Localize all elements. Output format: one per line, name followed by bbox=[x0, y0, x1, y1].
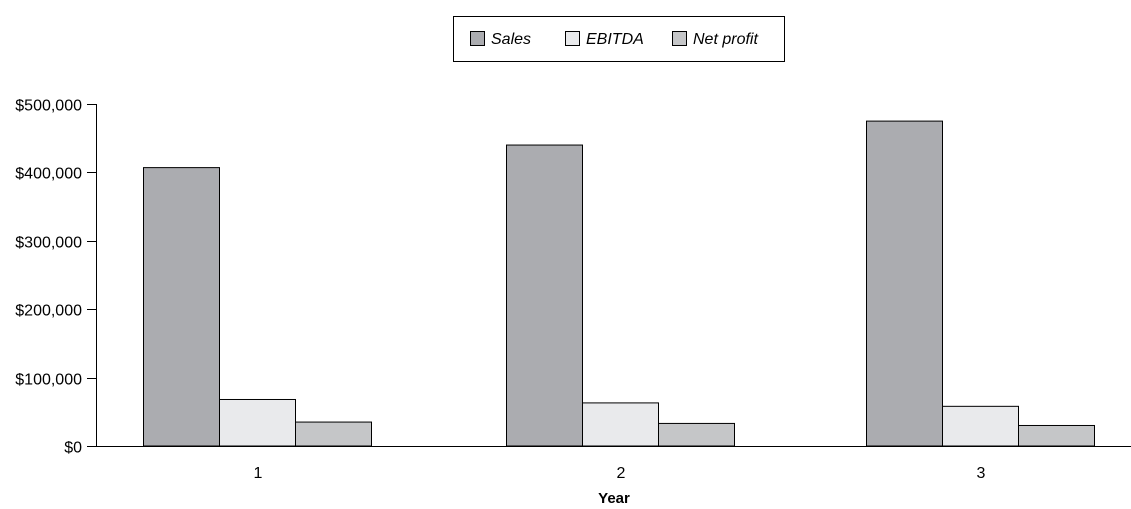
bar-sales-year-2 bbox=[506, 144, 583, 447]
bar-net-profit-year-3 bbox=[1018, 424, 1095, 447]
x-tick-label: 1 bbox=[254, 465, 263, 482]
x-tick-label: 3 bbox=[977, 465, 986, 482]
y-tick-label: $100,000 bbox=[15, 372, 82, 389]
legend-swatch-ebitda bbox=[565, 31, 580, 46]
y-tick-label: $400,000 bbox=[15, 166, 82, 183]
bar-ebitda-year-1 bbox=[219, 398, 296, 447]
bar-ebitda-year-2 bbox=[582, 402, 659, 447]
y-tick-label: $200,000 bbox=[15, 303, 82, 320]
legend-label-ebitda: EBITDA bbox=[586, 31, 644, 48]
legend: Sales EBITDA Net profit bbox=[453, 16, 785, 62]
bar-net-profit-year-1 bbox=[295, 421, 372, 447]
legend-box bbox=[453, 16, 785, 62]
y-tick-label: $300,000 bbox=[15, 235, 82, 252]
bar-net-profit-year-2 bbox=[658, 422, 735, 447]
y-tick-label: $0 bbox=[64, 440, 82, 457]
x-axis-title: Year bbox=[598, 490, 630, 507]
x-tick-label: 2 bbox=[617, 465, 626, 482]
bars bbox=[143, 120, 1095, 447]
legend-swatch-sales bbox=[470, 31, 485, 46]
y-axis: $0 $100,000 $200,000 $300,000 $400,000 $500,0… bbox=[15, 98, 97, 457]
bar-sales-year-3 bbox=[866, 120, 943, 447]
bar-ebitda-year-3 bbox=[942, 405, 1019, 447]
bar-sales-year-1 bbox=[143, 167, 220, 447]
legend-swatch-net-profit bbox=[672, 31, 687, 46]
y-tick-label: $500,000 bbox=[15, 98, 82, 115]
x-axis: 1 2 3 bbox=[96, 446, 1131, 482]
legend-label-net-profit: Net profit bbox=[693, 31, 758, 48]
legend-label-sales: Sales bbox=[491, 31, 531, 48]
